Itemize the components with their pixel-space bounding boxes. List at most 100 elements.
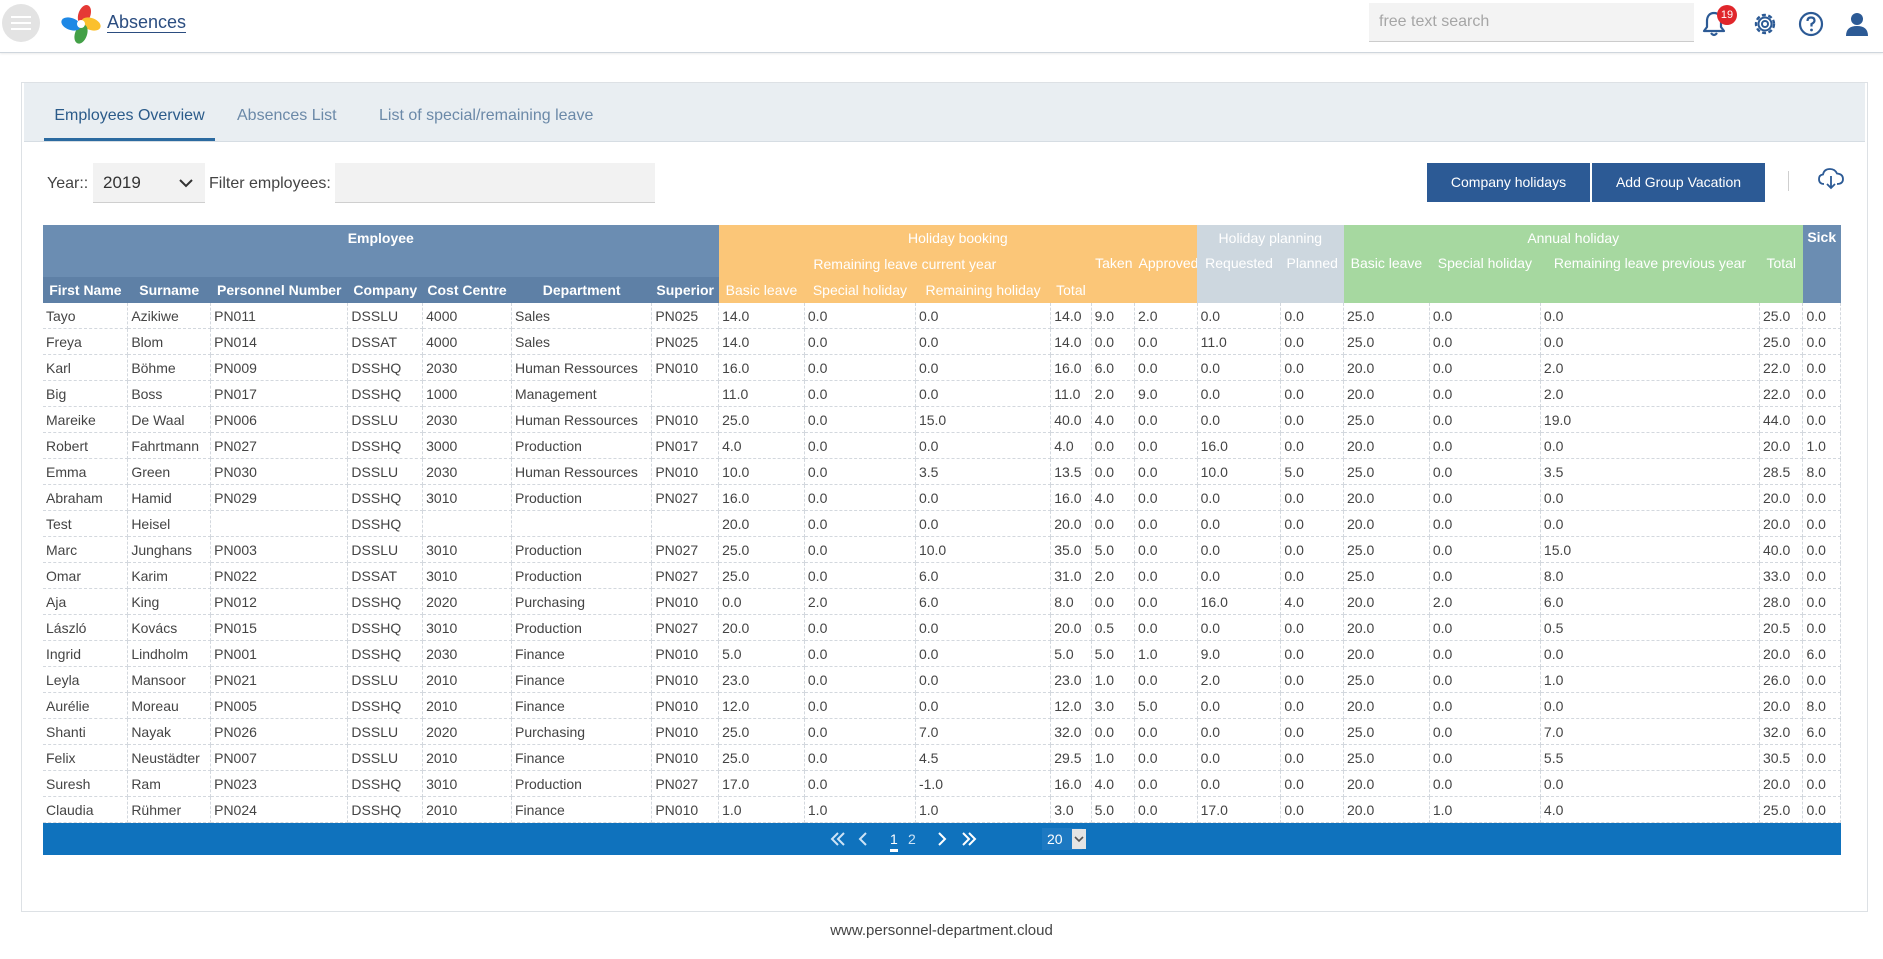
table-cell: 0.0 [1802, 328, 1841, 355]
table-cell: 0.0 [1134, 354, 1198, 381]
table-row[interactable]: László Kovács PN015 DSSHQ 3010 Production PN02… [43, 614, 1841, 641]
table-cell: 40.0 [1050, 406, 1092, 433]
table-row[interactable]: Big Boss PN017 DSSHQ 1000 Management 11.0 0.0 0.… [43, 380, 1841, 407]
table-row[interactable]: Karl Böhme PN009 DSSHQ 2030 Human Ressources P… [43, 354, 1841, 381]
table-cell: PN009 [210, 354, 349, 381]
gear-icon[interactable] [1751, 10, 1779, 38]
page-1[interactable]: 1 [890, 823, 898, 852]
table-cell: 4000 [422, 328, 512, 355]
table-cell: 5.0 [1280, 458, 1345, 485]
user-icon[interactable] [1843, 10, 1871, 38]
table-cell: 5.0 [718, 640, 805, 667]
col-special-holiday[interactable]: Special holiday [804, 277, 916, 303]
table-cell: Omar [43, 562, 129, 589]
table-row[interactable]: Aja King PN012 DSSHQ 2020 Purchasing PN010 0.0 2… [43, 588, 1841, 615]
table-row[interactable]: Abraham Hamid PN029 DSSHQ 3010 Production PN02… [43, 484, 1841, 511]
table-row[interactable]: Robert Fahrtmann PN027 DSSHQ 3000 Production P… [43, 432, 1841, 459]
table-cell: 35.0 [1050, 536, 1092, 563]
table-cell: Ingrid [43, 640, 129, 667]
table-cell: 16.0 [718, 354, 805, 381]
table-row[interactable]: Aurélie Moreau PN005 DSSHQ 2010 Finance PN010 1… [43, 692, 1841, 719]
table-cell: PN026 [210, 718, 349, 745]
tab-special-remaining-leave[interactable]: List of special/remaining leave [379, 107, 594, 124]
table-cell: 0.0 [1429, 536, 1541, 563]
table-cell: 0.0 [1802, 614, 1841, 641]
table-cell: DSSHQ [347, 692, 424, 719]
table-cell: 0.0 [1134, 510, 1198, 537]
table-cell: 0.0 [1134, 536, 1198, 563]
table-cell: Ram [127, 770, 212, 797]
col-first-name[interactable]: First Name [43, 277, 128, 303]
table-row[interactable]: Suresh Ram PN023 DSSHQ 3010 Production PN027 17… [43, 770, 1841, 797]
table-cell: 2010 [422, 744, 512, 771]
table-row[interactable]: Test Heisel DSSHQ 20.0 0.0 0.0 20.0 0.0 0.0 0.0 0.… [43, 510, 1841, 537]
year-select[interactable]: 2019 [93, 163, 205, 203]
table-cell: Moreau [127, 692, 212, 719]
table-cell: 0.0 [1802, 666, 1841, 693]
table-cell: 1.0 [1802, 432, 1841, 459]
col-total[interactable]: Total [1050, 277, 1092, 303]
next-page-icon[interactable] [937, 832, 947, 846]
col-surname[interactable]: Surname [127, 277, 211, 303]
last-page-icon[interactable] [961, 832, 977, 846]
previous-page-icon[interactable] [858, 832, 868, 846]
page-size-caret[interactable] [1072, 829, 1086, 849]
subheader-basic-leave: Basic leave [1343, 251, 1430, 303]
col-department[interactable]: Department [511, 277, 652, 303]
table-cell: 0.0 [1280, 666, 1345, 693]
table-cell: Junghans [127, 536, 212, 563]
table-cell: 40.0 [1759, 536, 1804, 563]
col-cost-centre[interactable]: Cost Centre [422, 277, 512, 303]
table-cell: 0.0 [1540, 692, 1761, 719]
table-cell: 0.0 [1280, 510, 1345, 537]
add-group-vacation-button[interactable]: Add Group Vacation [1592, 163, 1765, 202]
col-basic-leave[interactable]: Basic leave [718, 277, 805, 303]
table-cell: 0.0 [1197, 380, 1282, 407]
table-cell: Azikiwe [127, 303, 212, 329]
page-2[interactable]: 2 [908, 831, 916, 847]
table-cell: 8.0 [1802, 692, 1841, 719]
table-row[interactable]: Freya Blom PN014 DSSAT 4000 Sales PN025 14.0 0.0… [43, 328, 1841, 355]
tab-absences-list[interactable]: Absences List [237, 107, 337, 124]
col-company[interactable]: Company [347, 277, 423, 303]
table-cell: 20.0 [718, 510, 805, 537]
table-row[interactable]: Mareike De Waal PN006 DSSLU 2030 Human Ressou… [43, 406, 1841, 433]
table-cell: 0.0 [1134, 744, 1198, 771]
table-row[interactable]: Shanti Nayak PN026 DSSLU 2020 Purchasing PN010… [43, 718, 1841, 745]
col-personnel-number[interactable]: Personnel Number [210, 277, 348, 303]
app-title[interactable]: Absences [107, 12, 187, 33]
table-cell: 25.0 [718, 562, 805, 589]
table-cell: 9.0 [1197, 640, 1282, 667]
table-row[interactable]: Tayo Azikiwe PN011 DSSLU 4000 Sales PN025 14.0 0… [43, 303, 1841, 329]
table-cell: 0.0 [1134, 484, 1198, 511]
table-row[interactable]: Emma Green PN030 DSSLU 2030 Human Ressources P… [43, 458, 1841, 485]
first-page-icon[interactable] [830, 832, 846, 846]
table-cell: Robert [43, 432, 129, 459]
table-cell: 2.0 [1091, 562, 1136, 589]
table-cell: 11.0 [718, 380, 805, 407]
col-remaining-holiday[interactable]: Remaining holiday [915, 277, 1051, 303]
table-cell: 0.0 [1802, 796, 1841, 823]
table-row[interactable]: Omar Karim PN022 DSSAT 3010 Production PN027 25… [43, 562, 1841, 589]
table-cell: 0.0 [1802, 510, 1841, 537]
table-cell: 0.0 [804, 666, 916, 693]
table-cell: 0.0 [1280, 614, 1345, 641]
search-input[interactable] [1369, 3, 1694, 42]
table-row[interactable]: Marc Junghans PN003 DSSLU 3010 Production PN02… [43, 536, 1841, 563]
table-cell: 20.0 [1759, 510, 1804, 537]
table-row[interactable]: Felix Neustädter PN007 DSSLU 2010 Finance PN01… [43, 744, 1841, 771]
table-row[interactable]: Claudia Rühmer PN024 DSSHQ 2010 Finance PN010 1… [43, 796, 1841, 823]
table-row[interactable]: Leyla Mansoor PN021 DSSLU 2010 Finance PN010 23… [43, 666, 1841, 693]
tab-employees-overview[interactable]: Employees Overview [44, 83, 215, 141]
table-cell: 5.5 [1540, 744, 1761, 771]
table-cell: 20.0 [1050, 510, 1092, 537]
company-holidays-button[interactable]: Company holidays [1427, 163, 1590, 202]
menu-icon[interactable] [2, 4, 40, 42]
table-cell: DSSHQ [347, 484, 424, 511]
table-row[interactable]: Ingrid Lindholm PN001 DSSHQ 2030 Finance PN010… [43, 640, 1841, 667]
filter-employees-input[interactable] [335, 163, 655, 203]
table-cell: 0.0 [804, 432, 916, 459]
cloud-download-icon[interactable] [1818, 168, 1844, 190]
help-icon[interactable] [1797, 10, 1825, 38]
col-superior[interactable]: Superior [651, 277, 719, 303]
